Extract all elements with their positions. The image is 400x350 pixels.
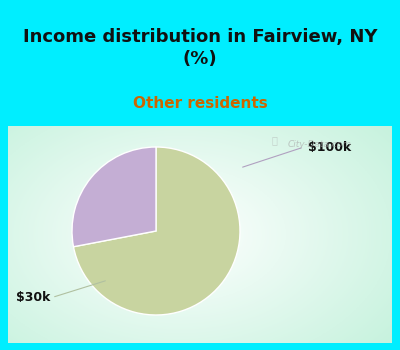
Wedge shape (72, 147, 156, 247)
Text: Income distribution in Fairview, NY
(%): Income distribution in Fairview, NY (%) (23, 28, 377, 68)
Wedge shape (74, 147, 240, 315)
Text: $30k: $30k (16, 291, 50, 304)
Text: Other residents: Other residents (133, 96, 267, 111)
Text: ⓘ: ⓘ (272, 135, 278, 145)
Text: City-Data.com: City-Data.com (288, 140, 352, 149)
Text: $100k: $100k (308, 140, 351, 154)
